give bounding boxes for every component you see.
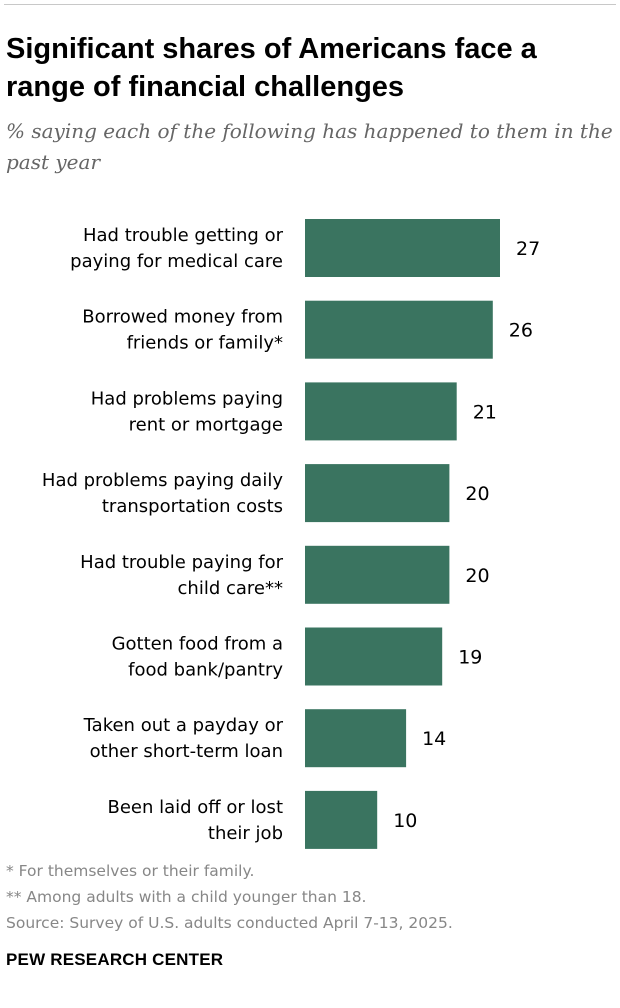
category-label-0-line-1: paying for medical care [70, 251, 283, 272]
category-label-1: Borrowed money from friends or family* [82, 307, 283, 354]
bar-6 [305, 709, 407, 768]
value-label-4: 20 [465, 565, 489, 587]
category-label-7: Been laid off or lost their job [107, 797, 283, 844]
note-child: ** Among adults with a child younger tha… [6, 888, 367, 906]
chart-notes: * For themselves or their family. ** Amo… [6, 858, 616, 936]
category-label-2: Had problems paying rent or mortgage [91, 388, 283, 435]
bar-3 [305, 464, 450, 523]
category-label-6-line-0: Taken out a payday or [83, 715, 284, 736]
chart-title: Significant shares of Americans face a r… [6, 33, 537, 103]
bar-4 [305, 545, 450, 604]
note-family: * For themselves or their family. [6, 862, 255, 880]
value-label-7: 10 [393, 810, 417, 832]
category-label-4-line-1: child care** [178, 578, 283, 599]
category-label-4-line-0: Had trouble paying for [80, 552, 283, 573]
category-label-7-line-1: their job [208, 823, 283, 844]
value-label-0: 27 [516, 238, 540, 260]
bar-5 [305, 627, 443, 686]
value-label-5: 19 [458, 647, 482, 669]
category-label-0: Had trouble getting or paying for medical… [70, 225, 283, 272]
value-label-2: 21 [473, 401, 497, 423]
category-label-3: Had problems paying daily transportation … [42, 470, 283, 517]
category-label-5: Gotten food from a food bank/pantry [112, 634, 284, 681]
bar-0 [305, 219, 500, 277]
category-label-0-line-0: Had trouble getting or [83, 225, 284, 246]
bar-7 [305, 790, 378, 849]
category-label-1-line-1: friends or family* [127, 333, 283, 354]
category-label-5-line-1: food bank/pantry [128, 660, 283, 681]
category-label-4: Had trouble paying for child care** [80, 552, 283, 599]
category-label-2-line-0: Had problems paying [91, 388, 283, 409]
category-label-2-line-1: rent or mortgage [129, 414, 283, 435]
chart-subtitle: % saying each of the following has happe… [6, 119, 613, 174]
note-source: Source: Survey of U.S. adults conducted … [6, 914, 453, 932]
category-label-3-line-0: Had problems paying daily [42, 470, 283, 491]
category-label-5-line-0: Gotten food from a [112, 634, 283, 655]
value-label-1: 26 [509, 320, 533, 342]
category-label-7-line-0: Been laid off or lost [107, 797, 283, 818]
value-label-6: 14 [422, 728, 446, 750]
category-label-6: Taken out a payday or other short-term lo… [83, 715, 284, 762]
value-label-3: 20 [465, 483, 489, 505]
bar-2 [305, 382, 457, 441]
category-label-6-line-1: other short-term loan [90, 741, 283, 762]
top-rule [4, 4, 616, 5]
bar-chart: 27 Had trouble getting or paying for medic… [42, 219, 540, 849]
category-label-1-line-0: Borrowed money from [82, 307, 283, 328]
bar-1 [305, 300, 493, 359]
pew-branding: PEW RESEARCH CENTER [6, 950, 224, 969]
category-label-3-line-1: transportation costs [102, 496, 283, 517]
